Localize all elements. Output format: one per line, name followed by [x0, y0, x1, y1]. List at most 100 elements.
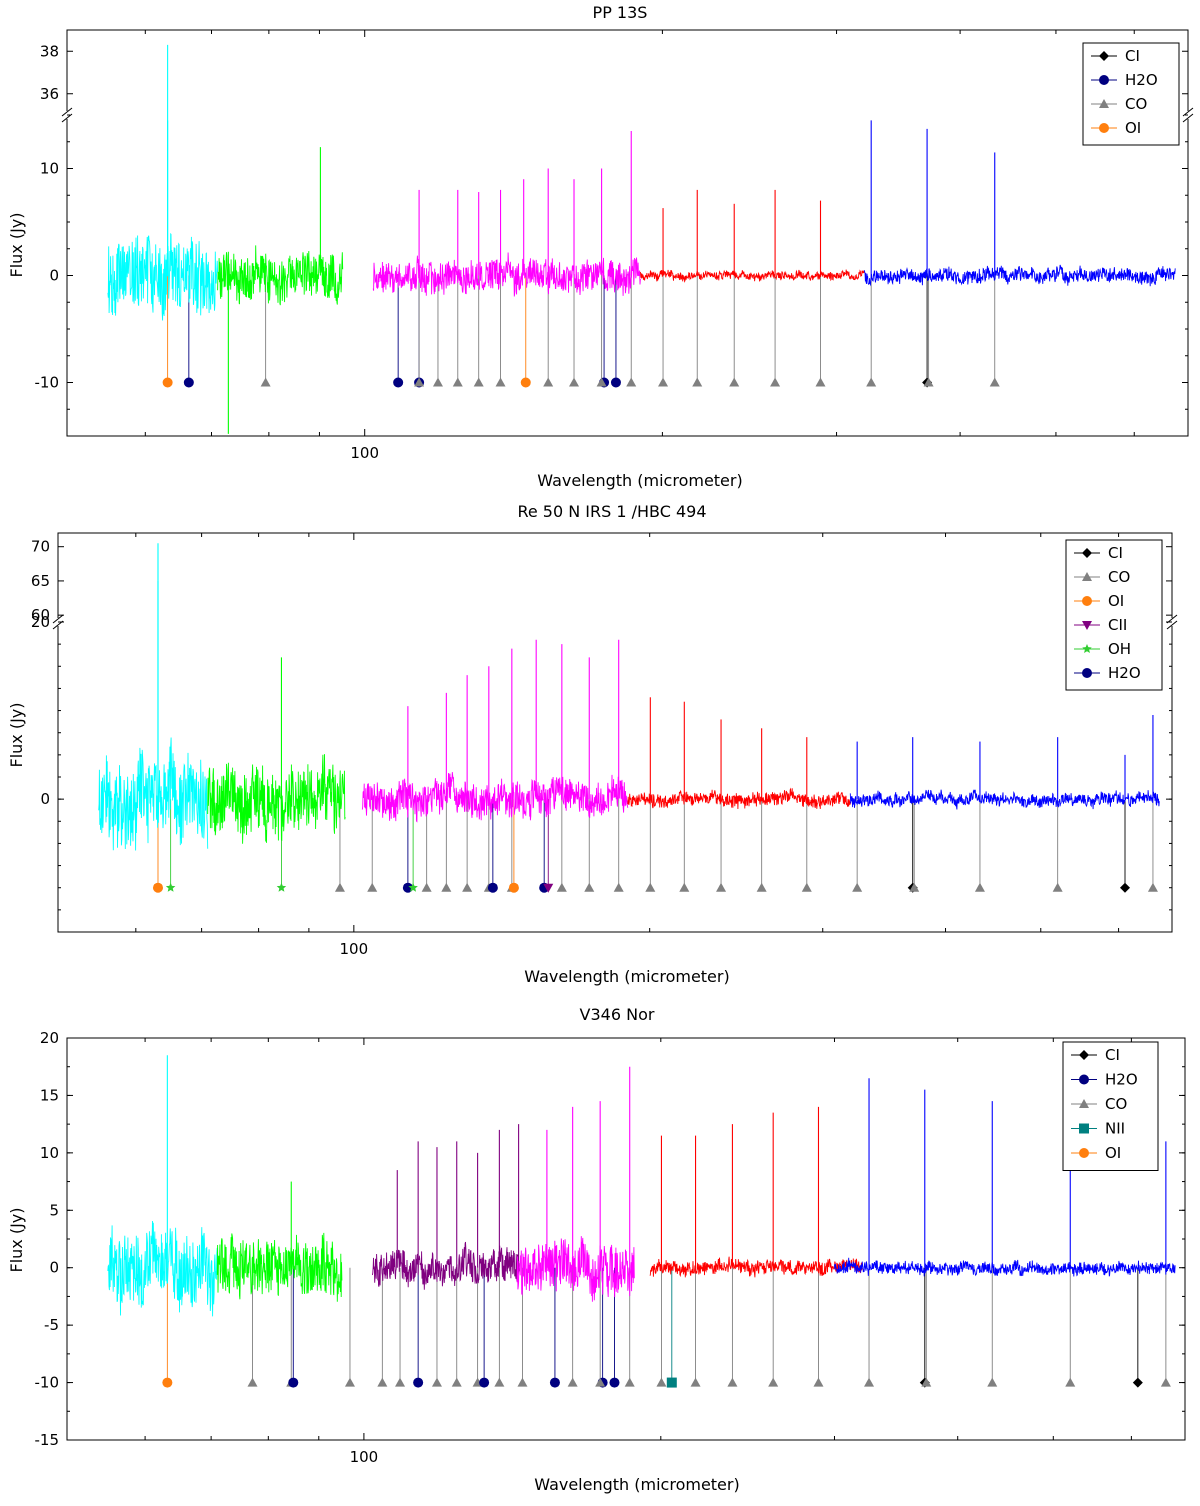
marker-triangle	[1099, 99, 1109, 108]
line-id-marker-co	[626, 377, 637, 387]
line-id-marker-co	[567, 1377, 578, 1387]
marker-star	[276, 882, 287, 892]
legend-entry-ci: CI	[1091, 47, 1140, 65]
line-id-marker-co	[921, 1377, 932, 1387]
line-id-marker-h2o	[288, 1377, 299, 1388]
legend-entry-co: CO	[1074, 568, 1130, 586]
line-id-marker-co	[987, 1377, 998, 1387]
marker-triangle	[451, 1377, 462, 1387]
marker-triangle	[626, 377, 637, 387]
axis-break-mark	[1182, 107, 1194, 117]
marker-triangle	[989, 377, 1000, 387]
plot-frame	[66, 29, 1189, 437]
marker-triangle	[974, 882, 985, 892]
y-tick-label: 20	[31, 613, 50, 631]
marker-triangle	[770, 377, 781, 387]
marker-triangle	[377, 1377, 388, 1387]
panel-title: V346 Nor	[580, 1005, 655, 1024]
line-stems	[157, 799, 1154, 888]
marker-diamond	[1099, 51, 1109, 61]
marker-circle	[1082, 596, 1092, 606]
marker-triangle	[813, 1377, 824, 1387]
line-id-marker-co	[473, 377, 484, 387]
line-id-marker-cii	[543, 883, 554, 893]
marker-triangle	[462, 882, 473, 892]
line-id-marker-co	[690, 1377, 701, 1387]
line-id-marker-ci	[1120, 882, 1131, 893]
spectrum-seg-red	[639, 269, 865, 283]
line-id-marker-nii	[666, 1377, 677, 1388]
line-id-marker-co	[658, 377, 669, 387]
line-id-marker-co	[656, 1377, 667, 1387]
line-id-marker-co	[613, 882, 624, 892]
marker-triangle	[815, 377, 826, 387]
spectrum-seg-magenta	[372, 252, 641, 297]
marker-circle	[609, 1377, 620, 1388]
legend: CI H2O CO OI	[1082, 42, 1180, 146]
line-id-marker-co	[556, 882, 567, 892]
line-id-marker-co	[431, 1377, 442, 1387]
legend-entry-h2o: H2O	[1074, 664, 1141, 682]
marker-triangle	[866, 377, 877, 387]
legend-label: NII	[1105, 1120, 1125, 1138]
y-tick-label: 65	[31, 572, 50, 590]
marker-circle	[152, 882, 163, 893]
data-layer	[107, 44, 1176, 434]
marker-triangle	[1079, 1099, 1089, 1108]
y-tick-label: 0	[49, 1259, 59, 1277]
marker-triangle	[1065, 1377, 1076, 1387]
axis-break	[61, 107, 1194, 123]
marker-triangle	[344, 1377, 355, 1387]
marker-triangle	[921, 1377, 932, 1387]
marker-triangle	[596, 377, 607, 387]
marker-triangle	[729, 377, 740, 387]
line-id-marker-h2o	[413, 1377, 424, 1388]
y-tick-label: -10	[35, 374, 60, 392]
line-id-marker-co	[344, 1377, 355, 1387]
spectrum-seg-green	[216, 1232, 343, 1302]
y-axis-label: Flux (Jy)	[7, 702, 26, 767]
legend-label: OI	[1105, 1144, 1121, 1162]
marker-star	[165, 882, 176, 892]
marker-circle	[1099, 75, 1109, 85]
line-id-marker-co	[421, 882, 432, 892]
line-id-marker-co	[517, 1377, 528, 1387]
line-id-marker-co	[494, 1377, 505, 1387]
y-tick-label: -10	[35, 1374, 60, 1392]
marker-triangle	[517, 1377, 528, 1387]
line-id-marker-co	[716, 882, 727, 892]
spectrum-seg-cyan	[98, 737, 209, 851]
line-id-marker-co	[770, 377, 781, 387]
legend: CI CO OI CII OH H2O	[1065, 539, 1163, 691]
plot-frame	[57, 532, 1173, 933]
legend-label: CI	[1108, 544, 1123, 562]
panel-title: PP 13S	[593, 3, 648, 22]
spectrum-seg-blue	[849, 789, 1160, 810]
legend-entry-ci: CI	[1071, 1046, 1120, 1064]
line-id-marker-co	[645, 882, 656, 892]
spectrum-seg-red	[627, 787, 851, 810]
axis-break	[52, 614, 1178, 630]
marker-diamond	[1132, 1377, 1143, 1388]
marker-diamond	[1120, 882, 1131, 893]
y-tick-label: 20	[40, 1029, 59, 1047]
spectrum-seg-magenta	[361, 772, 629, 823]
y-tick-label: 38	[40, 42, 59, 60]
line-id-marker-co	[452, 377, 463, 387]
y-tick-label: 5	[49, 1201, 59, 1219]
line-id-marker-co	[247, 1377, 258, 1387]
panel-pp13s: PP 13S Flux (Jy) Wavelength (micrometer)…	[7, 3, 1194, 490]
marker-circle	[1079, 1148, 1089, 1158]
line-id-marker-co	[495, 377, 506, 387]
line-id-marker-h2o	[479, 1377, 490, 1388]
marker-triangle	[909, 882, 920, 892]
legend-label: CO	[1125, 95, 1147, 113]
legend-entry-cii: CII	[1074, 616, 1127, 634]
y-tick-label: 10	[40, 1144, 59, 1162]
marker-triangle	[716, 882, 727, 892]
line-stems	[167, 275, 996, 383]
line-id-marker-oi	[152, 882, 163, 893]
spectrum-seg-green	[207, 754, 346, 844]
axis-break-mark	[1182, 113, 1194, 123]
x-axis-label: Wavelength (micrometer)	[537, 471, 742, 490]
